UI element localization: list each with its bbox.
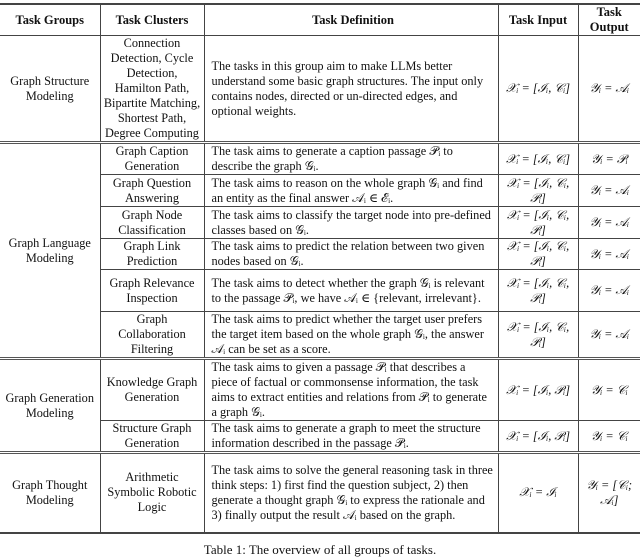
cluster-name: Structure Graph Generation	[100, 420, 205, 453]
task-input: 𝒳ᵢ = [ℐᵢ, 𝒞ᵢ, 𝒫ᵢ]	[498, 206, 579, 239]
cluster-name: Connection Detection, Cycle Detection, H…	[100, 35, 205, 143]
task-input: 𝒳ᵢ = [ℐᵢ, 𝒞ᵢ, 𝒫ᵢ]	[498, 311, 579, 359]
header-task-definition: Task Definition	[204, 3, 499, 36]
task-output: 𝒴ᵢ = 𝒜ᵢ	[578, 311, 640, 359]
table-row: Graph Generation Modeling Knowledge Grap…	[0, 357, 640, 453]
cluster-name: Graph Question Answering	[100, 174, 205, 207]
table-row: Graph Structure Modeling Connection Dete…	[0, 35, 640, 143]
definition: The task aims to predict whether the tar…	[204, 311, 499, 359]
table-row: Graph Question Answering The task aims t…	[0, 174, 640, 207]
cluster-name: Graph Collaboration Filtering	[100, 311, 205, 359]
header-task-clusters: Task Clusters	[100, 3, 205, 36]
group-name: Graph Thought Modeling	[0, 451, 101, 534]
definition: The task aims to predict the relation be…	[204, 238, 499, 270]
table-row: Graph Language Modeling Graph Caption Ge…	[0, 141, 640, 359]
table-row: Graph Collaboration Filtering The task a…	[0, 311, 640, 359]
header-task-input: Task Input	[498, 3, 579, 36]
group-name: Graph Structure Modeling	[0, 35, 101, 143]
definition: The task aims to given a passage 𝒫ᵢ that…	[204, 357, 499, 421]
task-input: 𝒳ᵢ = [ℐᵢ, 𝒞ᵢ, 𝒫ᵢ]	[498, 269, 579, 312]
cluster-name: Graph Link Prediction	[100, 238, 205, 270]
task-output: 𝒴ᵢ = 𝒫ᵢ	[578, 141, 640, 175]
definition: The task aims to reason on the whole gra…	[204, 174, 499, 207]
table-row: Graph Link Prediction The task aims to p…	[0, 238, 640, 270]
definition: The task aims to classify the target nod…	[204, 206, 499, 239]
table-row: Graph Thought Modeling Arithmetic Symbol…	[0, 451, 640, 534]
task-output: 𝒴ᵢ = [𝒞ᵢ; 𝒜ᵢ]	[578, 451, 640, 534]
group-name: Graph Generation Modeling	[0, 357, 101, 453]
task-output: 𝒴ᵢ = 𝒜ᵢ	[578, 269, 640, 312]
task-input: 𝒳ᵢ = [ℐᵢ, 𝒞ᵢ, 𝒫ᵢ]	[498, 174, 579, 207]
table-caption: Table 1: The overview of all groups of t…	[203, 541, 437, 557]
table-row: Graph Relevance Inspection The task aims…	[0, 269, 640, 312]
task-output: 𝒴ᵢ = 𝒜ᵢ	[578, 35, 640, 143]
task-input: 𝒳ᵢ = [ℐᵢ, 𝒞ᵢ]	[498, 141, 579, 175]
definition: The tasks in this group aim to make LLMs…	[204, 35, 499, 143]
task-output: 𝒴ᵢ = 𝒜ᵢ	[578, 174, 640, 207]
definition: The task aims to generate a caption pass…	[204, 141, 499, 175]
group-name: Graph Language Modeling	[0, 141, 101, 359]
cluster-name: Graph Node Classification	[100, 206, 205, 239]
task-input: 𝒳ᵢ = [ℐᵢ, 𝒫ᵢ]	[498, 357, 579, 421]
header-row: Task Groups Task Clusters Task Definitio…	[0, 3, 640, 36]
header-task-output: Task Output	[578, 3, 640, 36]
table-row: Structure Graph Generation The task aims…	[0, 420, 640, 453]
definition: The task aims to solve the general reaso…	[204, 451, 499, 534]
header-task-groups: Task Groups	[0, 3, 101, 36]
definition: The task aims to generate a graph to mee…	[204, 420, 499, 453]
cluster-name: Graph Relevance Inspection	[100, 269, 205, 312]
task-overview-table: Task Groups Task Clusters Task Definitio…	[0, 3, 640, 534]
cluster-name: Arithmetic Symbolic Robotic Logic	[100, 451, 205, 534]
task-input: 𝒳ᵢ = [ℐᵢ, 𝒫ᵢ]	[498, 420, 579, 453]
definition: The task aims to detect whether the grap…	[204, 269, 499, 312]
task-output: 𝒴ᵢ = 𝒞ᵢ	[578, 357, 640, 421]
task-output: 𝒴ᵢ = 𝒜ᵢ	[578, 206, 640, 239]
table-row: Graph Node Classification The task aims …	[0, 206, 640, 239]
cluster-name: Graph Caption Generation	[100, 141, 205, 175]
cluster-name: Knowledge Graph Generation	[100, 357, 205, 421]
task-output: 𝒴ᵢ = 𝒞ᵢ	[578, 420, 640, 453]
task-input: 𝒳ᵢ = [ℐᵢ, 𝒞ᵢ, 𝒫ᵢ]	[498, 238, 579, 270]
task-input: 𝒳ᵢ = ℐᵢ	[498, 451, 579, 534]
task-input: 𝒳ᵢ = [ℐᵢ, 𝒞ᵢ]	[498, 35, 579, 143]
task-output: 𝒴ᵢ = 𝒜ᵢ	[578, 238, 640, 270]
